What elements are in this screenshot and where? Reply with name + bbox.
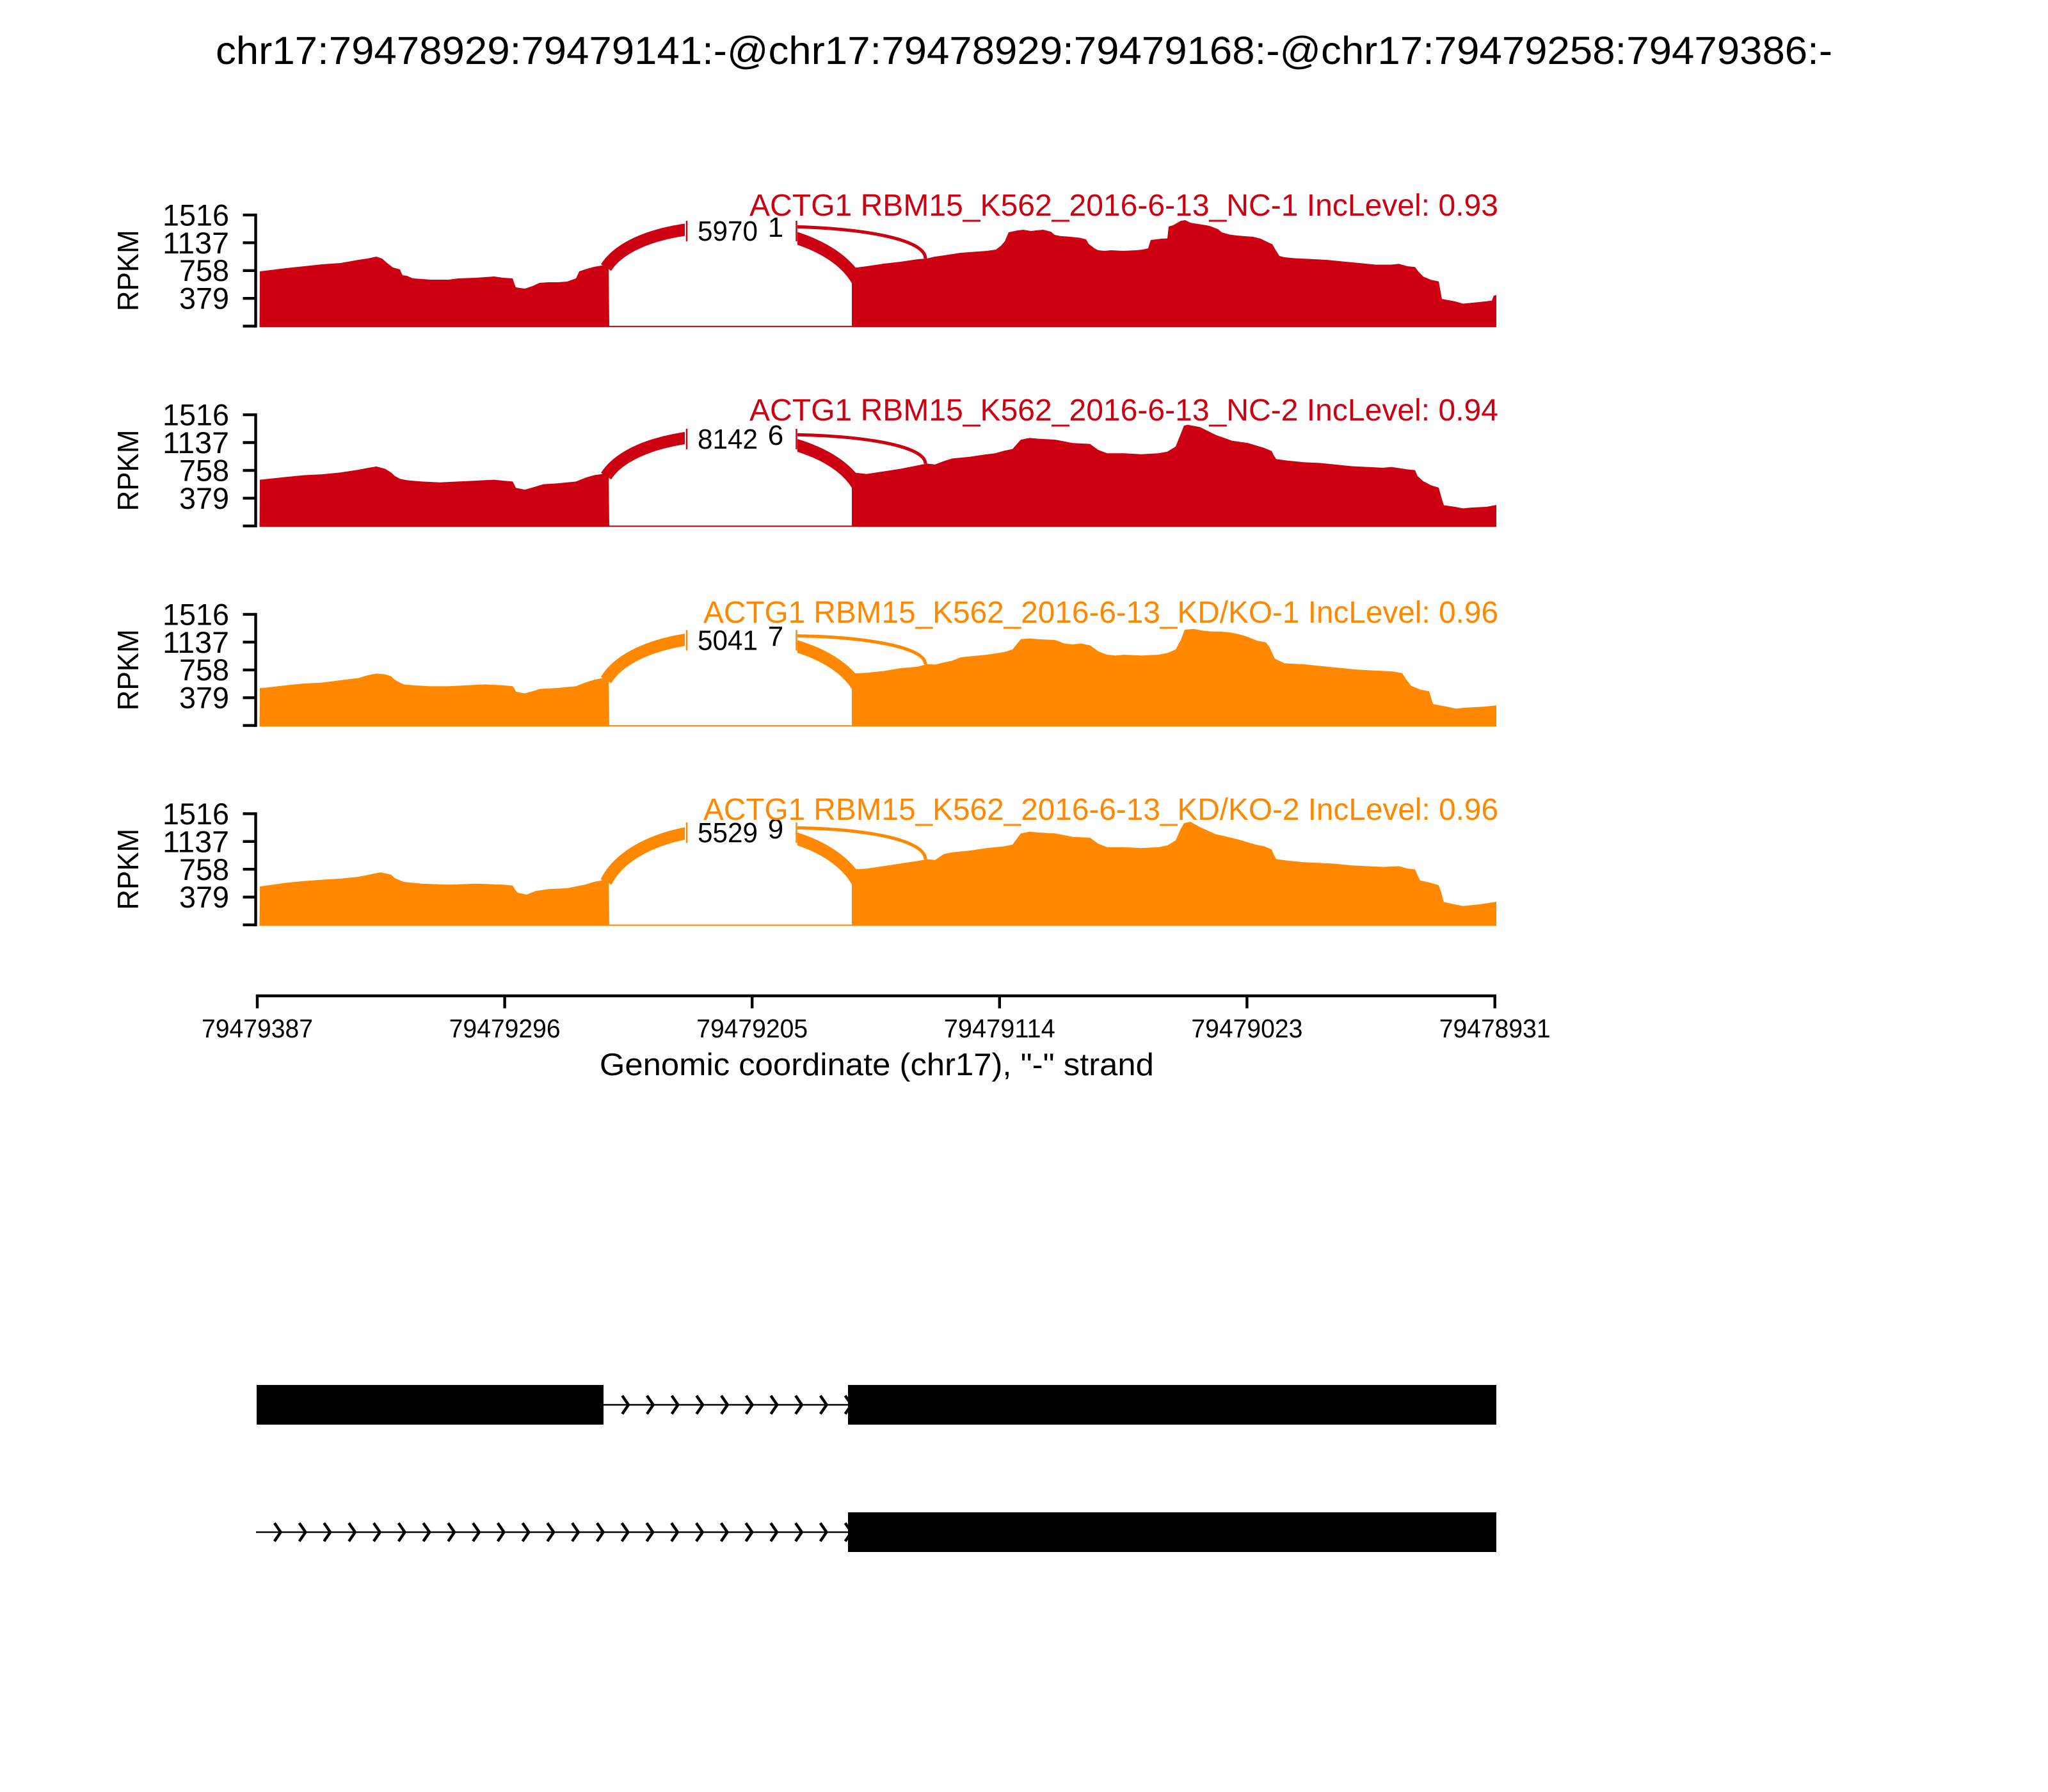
svg-text:1516: 1516 [163,797,229,831]
svg-text:379: 379 [179,681,229,715]
svg-text:5529: 5529 [698,817,758,849]
svg-text:758: 758 [179,253,229,287]
svg-text:5970: 5970 [698,216,758,247]
svg-text:758: 758 [179,454,229,488]
svg-text:5041: 5041 [698,625,758,657]
svg-text:1137: 1137 [163,625,229,659]
svg-text:1: 1 [768,212,783,243]
svg-text:758: 758 [179,653,229,687]
svg-text:79479387: 79479387 [202,1014,313,1043]
svg-text:758: 758 [179,852,229,886]
svg-text:ACTG1 RBM15_K562_2016-6-13_KD/: ACTG1 RBM15_K562_2016-6-13_KD/KO-1 IncLe… [703,595,1498,630]
svg-text:1516: 1516 [163,597,229,631]
svg-text:9: 9 [768,813,783,845]
svg-text:1516: 1516 [163,198,229,232]
svg-text:1516: 1516 [163,398,229,432]
svg-text:Genomic coordinate (chr17), "-: Genomic coordinate (chr17), "-" strand [600,1048,1154,1082]
svg-text:6: 6 [768,420,783,451]
svg-text:chr17:79478929:79479141:-@chr1: chr17:79478929:79479141:-@chr17:79478929… [216,29,1832,72]
svg-text:79479023: 79479023 [1191,1014,1302,1043]
svg-text:RPKM: RPKM [111,629,145,710]
svg-text:1137: 1137 [163,426,229,460]
svg-text:79479114: 79479114 [944,1014,1055,1043]
svg-text:RPKM: RPKM [111,230,145,311]
svg-text:79479205: 79479205 [696,1014,808,1043]
svg-text:1137: 1137 [163,226,229,260]
svg-text:1137: 1137 [163,824,229,858]
svg-text:7: 7 [768,621,783,653]
svg-text:ACTG1 RBM15_K562_2016-6-13_KD/: ACTG1 RBM15_K562_2016-6-13_KD/KO-2 IncLe… [703,792,1498,827]
svg-text:RPKM: RPKM [111,829,145,910]
svg-text:ACTG1 RBM15_K562_2016-6-13_NC-: ACTG1 RBM15_K562_2016-6-13_NC-2 IncLevel… [749,393,1498,428]
svg-text:8142: 8142 [698,424,758,455]
svg-text:79479296: 79479296 [449,1014,561,1043]
svg-text:379: 379 [179,880,229,914]
svg-text:379: 379 [179,481,229,515]
svg-text:RPKM: RPKM [111,430,145,511]
svg-text:79478931: 79478931 [1439,1014,1551,1043]
svg-text:ACTG1 RBM15_K562_2016-6-13_NC-: ACTG1 RBM15_K562_2016-6-13_NC-1 IncLevel… [749,188,1498,223]
svg-text:379: 379 [179,282,229,316]
